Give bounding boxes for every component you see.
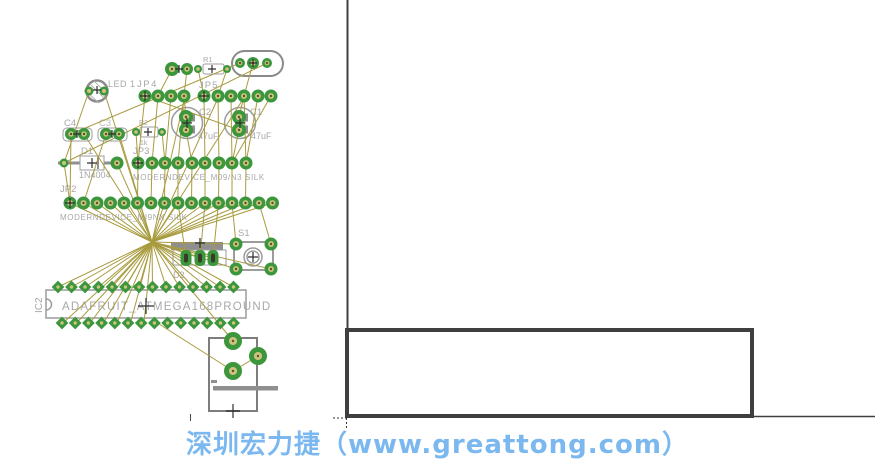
ic2-pin1-notch <box>45 298 53 311</box>
component-c4[interactable] <box>62 127 93 142</box>
jp3-label: JP3 <box>133 146 149 157</box>
jp4-label: JP4 <box>137 79 158 90</box>
r1-label: R1 <box>203 55 213 64</box>
regulator-pads[interactable] <box>180 250 219 266</box>
c4-outline <box>62 127 93 142</box>
battery-minus-mark <box>211 380 217 383</box>
c1-value: 47uF <box>251 131 272 141</box>
board-frame <box>333 0 875 429</box>
watermark-text: 深圳宏力捷（www.greattong.com） <box>186 430 689 459</box>
r2-value: 1k <box>140 140 148 147</box>
frame-rectangle <box>345 328 754 418</box>
through-hole-pads[interactable] <box>59 57 280 380</box>
c1-label: C1 <box>250 107 262 118</box>
c2-value: 47uF <box>198 131 219 141</box>
component-c2[interactable] <box>170 106 204 140</box>
c4-label: C4 <box>64 118 76 129</box>
component-c3[interactable] <box>97 127 128 142</box>
c2-polarity-mark <box>191 113 195 122</box>
led1-label: LED 1 <box>108 79 136 89</box>
c1-polarity-mark <box>244 125 248 134</box>
c2-label: C2 <box>199 107 211 118</box>
jp2-silk-text: MODERNDEVICE_MI9NX SILK <box>60 213 188 222</box>
origin-crosshairs <box>65 59 258 418</box>
ratsnest-wires <box>57 62 273 372</box>
s1-button-inner <box>246 250 260 264</box>
component-battery[interactable] <box>208 337 278 412</box>
ic2-value: ADAFRUIT_ATMEGA168PROUND <box>62 301 271 313</box>
component-ic2[interactable] <box>45 289 247 319</box>
regulator-tab <box>171 242 223 250</box>
component-power-connector[interactable] <box>231 50 284 77</box>
ic2-label: IC2 <box>34 297 45 313</box>
ic2-outline <box>45 289 247 319</box>
battery-bar <box>213 386 278 391</box>
ic2-dip-pads[interactable] <box>51 280 240 330</box>
jp5-label: JP5 <box>199 80 218 91</box>
c3-outline <box>97 127 128 142</box>
component-s1[interactable] <box>233 241 274 271</box>
s1-label: S1 <box>238 228 250 239</box>
c3-label: C3 <box>99 118 111 129</box>
power-connector-outline <box>231 50 284 77</box>
jp3-silk-text: MODERNDEVICE_M09/N3 SILK <box>133 173 265 182</box>
c2-outline <box>170 106 204 140</box>
c1-polarity-mark <box>244 113 248 122</box>
c2-polarity-mark <box>191 125 195 134</box>
d1-value: 1N4004 <box>79 170 111 180</box>
s1-outline <box>233 241 274 271</box>
s1-button-outer <box>243 247 263 267</box>
